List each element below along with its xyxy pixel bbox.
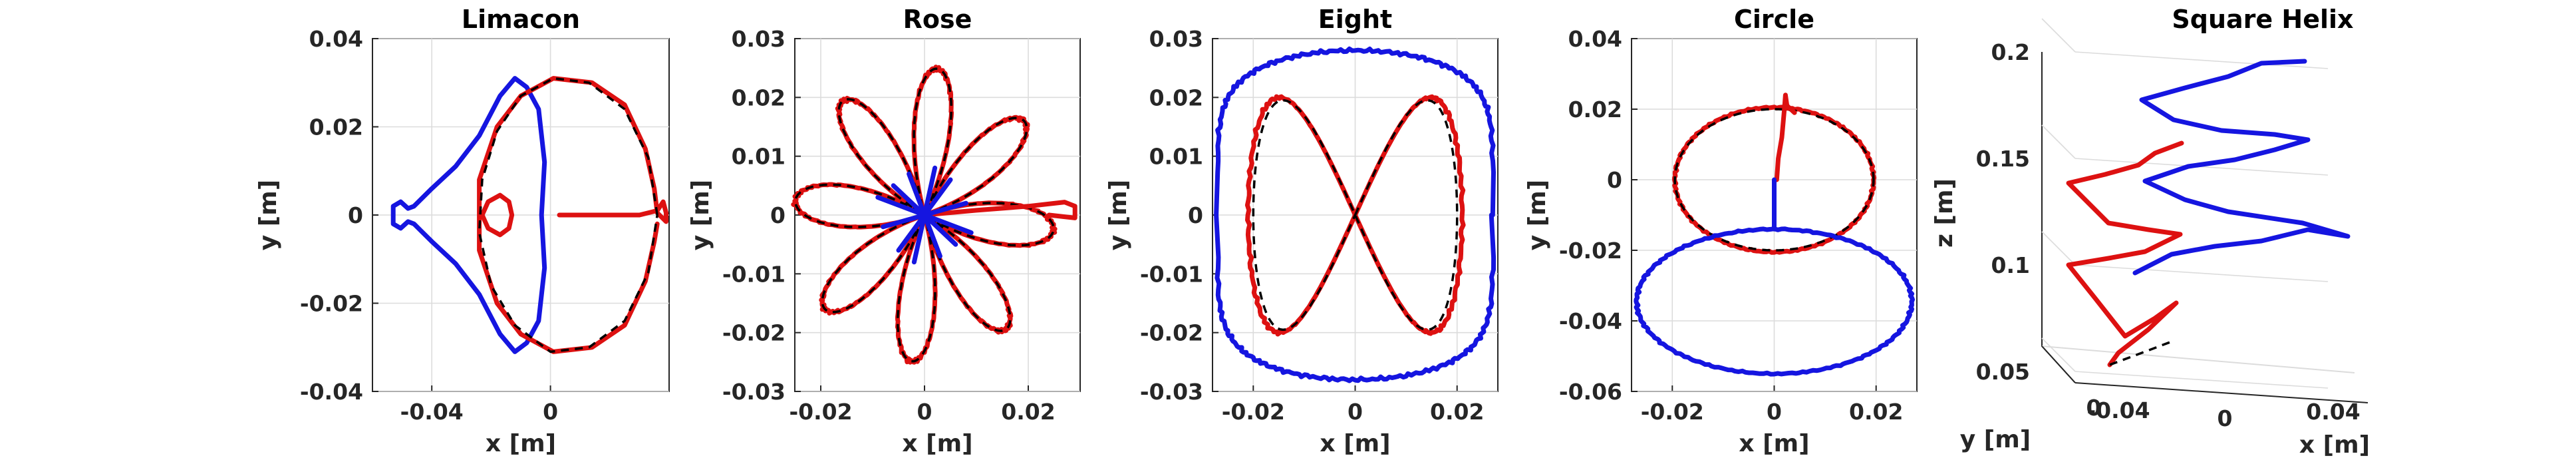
y-tick-label: -0.01 [1140,261,1203,287]
y-tick-label: -0.02 [1559,238,1622,264]
y-tick-label: 0.01 [732,144,786,170]
x-tick-label: 0 [917,399,932,425]
y-tick-label: 0.03 [1149,26,1203,52]
z-tick-label: 0.05 [1976,359,2030,385]
y-tick-label: 0.02 [1149,85,1203,111]
y-tick-label: 0.04 [309,26,363,52]
x-tick-label: -0.02 [1641,399,1704,425]
z-grid-line [2041,231,2076,266]
x-tick-label: 0 [1348,399,1363,425]
x-tick-label: 0 [1767,399,1782,425]
y-axis-label: y [m] [1960,426,2031,453]
subplot-square-helix [2041,18,2368,403]
z-grid-line [2041,338,2076,372]
x-tick-label: -0.02 [789,399,852,425]
red-trajectory [922,200,1077,220]
subplot-title: Limacon [462,5,580,34]
x-tick-label: 0.02 [1849,399,1903,425]
z-grid-line [2075,264,2329,282]
y-tick-label: 0.02 [732,85,786,111]
x-tick-label: -0.04 [2086,397,2150,423]
subplot-circle [1631,38,1918,392]
x-tick-label: 0 [543,399,558,425]
y-tick-label: -0.04 [300,379,363,405]
reference-line [2109,340,2174,366]
z-grid-line [2041,124,2076,159]
x-tick-label: 0.02 [1430,399,1484,425]
subplot-limacon [372,38,670,392]
x-tick-label: 0.04 [2306,399,2360,425]
x-axis-label: x [m] [902,430,972,457]
floor-grid [2041,345,2355,373]
reference-line [1252,99,1459,331]
z-tick-label: 0.2 [1991,39,2030,65]
subplot-rose [791,38,1081,392]
subplot-title: Rose [903,5,972,34]
z-grid-line [2041,18,2076,53]
reference-line [794,67,1055,363]
y-tick-label: -0.03 [722,379,786,405]
y-tick-label: 0.03 [732,26,786,52]
y-tick-label: 0.04 [1568,26,1622,52]
y-axis-label: y [m] [687,180,714,250]
reference-line [1673,108,1875,252]
subplot-eight [1212,38,1499,392]
z-tick-label: 0.1 [1991,252,2030,278]
red-trajectory [480,192,515,238]
subplot-title: Eight [1318,5,1392,34]
red-trajectory [2066,140,2184,367]
x-axis-line [2075,382,2368,403]
z-tick-label: 0.15 [1976,146,2030,172]
x-tick-label: -0.02 [1222,399,1285,425]
y-tick-label: -0.02 [722,320,786,346]
y-tick-label: -0.03 [1140,379,1203,405]
y-tick-label: -0.04 [1559,308,1622,334]
subplot-title: Square Helix [2172,5,2353,34]
x-axis-label: x [m] [2299,431,2370,458]
y-tick-label: -0.02 [1140,320,1203,346]
z-axis-label: z [m] [1931,178,1958,248]
x-axis-label: x [m] [486,430,556,457]
subplot-title: Circle [1734,5,1814,34]
red-trajectory [1774,93,1797,182]
y-tick-label: 0.02 [1568,97,1622,122]
x-axis-label: x [m] [1320,430,1390,457]
y-axis-line [2041,345,2076,383]
y-tick-label: 0 [1188,202,1203,228]
blue-trajectory [875,165,974,265]
blue-trajectory [1214,46,1497,383]
blue-trajectory [390,76,547,354]
x-tick-label: 0.02 [1001,399,1055,425]
x-axis-label: x [m] [1739,430,1809,457]
x-tick-label: -0.04 [400,399,464,425]
y-tick-label: 0 [1607,167,1622,193]
y-tick-label: -0.06 [1559,379,1622,405]
y-axis-label: y [m] [1524,180,1551,250]
y-tick-label: -0.01 [722,261,786,287]
x-tick-label: 0 [2218,405,2233,431]
z-axis-wall [2041,52,2076,383]
y-tick-label: 0.02 [309,114,363,140]
z-grid-line [2075,371,2329,389]
blue-trajectory [2132,59,2351,276]
z-grid-line [2075,51,2329,69]
y-tick-label: 0 [770,202,786,228]
y-axis-label: y [m] [255,180,282,250]
y-tick-label: 0 [2086,395,2102,421]
y-tick-label: 0 [348,202,363,228]
y-axis-label: y [m] [1105,180,1132,250]
y-tick-label: -0.02 [300,291,363,317]
y-tick-label: 0.01 [1149,144,1203,170]
red-trajectory [477,76,668,354]
blue-trajectory [1634,226,1915,377]
